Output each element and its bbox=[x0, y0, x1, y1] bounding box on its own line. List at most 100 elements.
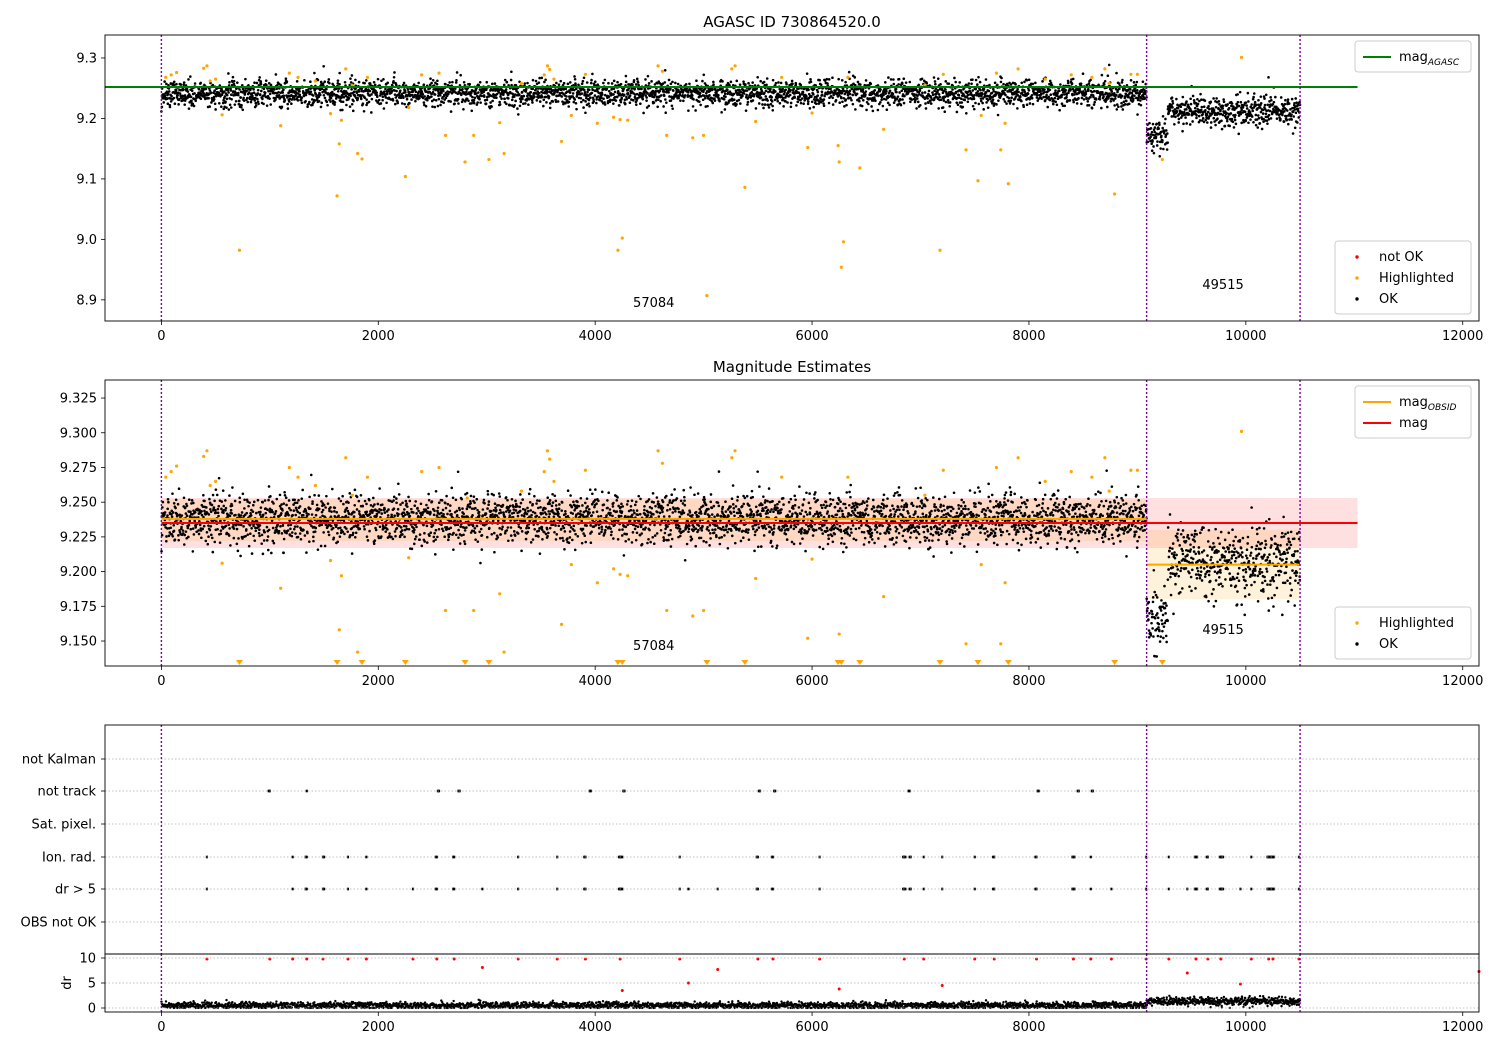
agasc-point-ok bbox=[555, 81, 558, 85]
agasc-point-ok bbox=[526, 94, 529, 98]
agasc-point-ok bbox=[352, 99, 355, 103]
agasc-point-ok bbox=[1160, 134, 1163, 138]
agasc-point-ok bbox=[1154, 135, 1158, 139]
agasc-point-ok bbox=[265, 104, 269, 107]
agasc-point-ok bbox=[885, 90, 888, 93]
agasc-point-ok bbox=[1140, 90, 1144, 93]
mag-point-ok bbox=[166, 507, 169, 511]
mag-point-ok bbox=[273, 512, 277, 515]
agasc-point-ok bbox=[321, 90, 324, 94]
agasc-point-ok bbox=[748, 94, 751, 97]
agasc-point-ok bbox=[527, 103, 530, 106]
agasc-point-ok bbox=[805, 72, 809, 75]
mag-point-ok bbox=[246, 533, 250, 536]
agasc-point-ok bbox=[1139, 99, 1142, 102]
agasc-point-ok bbox=[575, 87, 578, 91]
agasc-point-ok bbox=[1164, 117, 1167, 121]
agasc-point-ok bbox=[1100, 73, 1104, 77]
agasc-point-ok bbox=[564, 87, 568, 91]
mag-point-ok bbox=[282, 551, 285, 555]
agasc-point-ok bbox=[759, 96, 763, 99]
agasc-point-ok bbox=[227, 108, 231, 111]
agasc-point-ok bbox=[1228, 124, 1231, 128]
agasc-point-highlighted bbox=[626, 118, 630, 122]
agasc-point-ok bbox=[982, 87, 986, 91]
agasc-point-ok bbox=[600, 96, 603, 100]
agasc-point-ok bbox=[590, 91, 594, 95]
agasc-point-ok bbox=[879, 88, 882, 91]
agasc-point-ok bbox=[640, 87, 643, 91]
agasc-point-ok bbox=[595, 101, 598, 105]
agasc-point-ok bbox=[661, 82, 665, 85]
mag-point-ok bbox=[314, 526, 318, 530]
agasc-point-ok bbox=[431, 78, 435, 82]
agasc-point-ok bbox=[933, 89, 936, 93]
agasc-point-ok bbox=[789, 101, 793, 105]
agasc-point-ok bbox=[769, 88, 772, 91]
magnitude-panel-title: Magnitude Estimates bbox=[713, 358, 871, 376]
agasc-point-ok bbox=[1233, 118, 1237, 122]
agasc-point-ok bbox=[519, 100, 523, 104]
agasc-point-ok bbox=[646, 74, 650, 78]
mag-point-ok bbox=[245, 528, 248, 531]
agasc-point-ok bbox=[561, 100, 564, 103]
agasc-point-ok bbox=[323, 80, 327, 84]
agasc-point-ok bbox=[726, 88, 729, 92]
agasc-point-ok bbox=[497, 91, 501, 94]
agasc-point-ok bbox=[1025, 78, 1029, 82]
agasc-point-ok bbox=[1065, 95, 1068, 99]
agasc-point-ok bbox=[431, 90, 435, 94]
agasc-point-ok bbox=[744, 83, 747, 86]
agasc-point-ok bbox=[622, 93, 626, 97]
agasc-point-ok bbox=[664, 111, 667, 115]
agasc-point-ok bbox=[1261, 112, 1265, 115]
agasc-point-ok bbox=[344, 94, 348, 98]
agasc-point-ok bbox=[1230, 117, 1234, 121]
agasc-point-ok bbox=[1020, 99, 1023, 103]
agasc-point-ok bbox=[582, 88, 586, 92]
mag-point-ok bbox=[243, 498, 246, 502]
agasc-point-ok bbox=[393, 102, 397, 106]
agasc-point-ok bbox=[807, 88, 810, 92]
agasc-point-highlighted bbox=[810, 111, 814, 115]
mag-point-ok bbox=[256, 498, 260, 502]
mag-point-ok bbox=[310, 513, 314, 516]
agasc-point-ok bbox=[1226, 103, 1229, 106]
agasc-point-ok bbox=[510, 70, 513, 74]
agasc-point-ok bbox=[269, 83, 273, 87]
agasc-point-ok bbox=[490, 105, 493, 108]
agasc-point-ok bbox=[258, 76, 261, 79]
agasc-point-ok bbox=[379, 102, 383, 105]
mag-point-ok bbox=[187, 535, 190, 539]
mag-point-ok bbox=[337, 514, 340, 518]
agasc-point-ok bbox=[691, 105, 695, 108]
agasc-point-ok bbox=[1157, 127, 1160, 130]
agasc-point-ok bbox=[699, 95, 703, 98]
agasc-point-ok bbox=[662, 105, 665, 108]
mag-point-ok bbox=[267, 485, 271, 488]
agasc-point-ok bbox=[377, 98, 381, 102]
agasc-point-ok bbox=[806, 102, 810, 106]
agasc-point-ok bbox=[382, 77, 385, 81]
mag-point-ok bbox=[345, 506, 349, 510]
agasc-point-ok bbox=[316, 78, 320, 82]
agasc-point-ok bbox=[780, 90, 784, 93]
agasc-point-highlighted bbox=[583, 72, 588, 76]
mag-point-ok bbox=[211, 493, 215, 497]
mag-point-ok bbox=[345, 527, 348, 530]
agasc-point-highlighted bbox=[754, 119, 758, 124]
mag-point-ok bbox=[368, 529, 371, 533]
mag-point-ok bbox=[215, 493, 219, 497]
agasc-point-ok bbox=[816, 90, 820, 94]
agasc-point-ok bbox=[1181, 129, 1184, 133]
agasc-point-ok bbox=[851, 102, 855, 106]
agasc-point-ok bbox=[524, 102, 527, 105]
agasc-point-highlighted bbox=[559, 139, 564, 144]
agasc-point-ok bbox=[774, 81, 778, 85]
agasc-point-ok bbox=[572, 100, 576, 104]
agasc-point-ok bbox=[1166, 132, 1169, 135]
agasc-point-ok bbox=[781, 98, 785, 101]
agasc-point-ok bbox=[342, 95, 346, 99]
agasc-point-ok bbox=[742, 80, 745, 83]
agasc-point-ok bbox=[317, 99, 321, 103]
